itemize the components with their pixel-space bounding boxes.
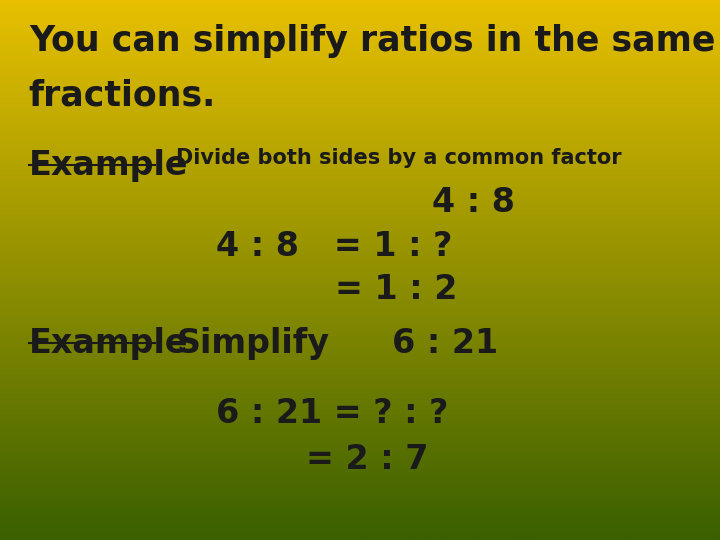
Text: Divide both sides by a common factor: Divide both sides by a common factor — [176, 148, 622, 168]
Text: 6 : 21 = ? : ?: 6 : 21 = ? : ? — [216, 397, 449, 430]
Text: = 2 : 7: = 2 : 7 — [306, 443, 428, 476]
Text: Example: Example — [29, 327, 189, 360]
Text: 6 : 21: 6 : 21 — [392, 327, 498, 360]
Text: You can simplify ratios in the same way as: You can simplify ratios in the same way … — [29, 24, 720, 58]
Text: = 1 : 2: = 1 : 2 — [335, 273, 457, 306]
Text: 4 : 8: 4 : 8 — [432, 186, 515, 219]
Text: Example: Example — [29, 148, 189, 181]
Text: fractions.: fractions. — [29, 78, 216, 112]
Text: 4 : 8   = 1 : ?: 4 : 8 = 1 : ? — [216, 230, 452, 262]
Text: Simplify: Simplify — [176, 327, 329, 360]
